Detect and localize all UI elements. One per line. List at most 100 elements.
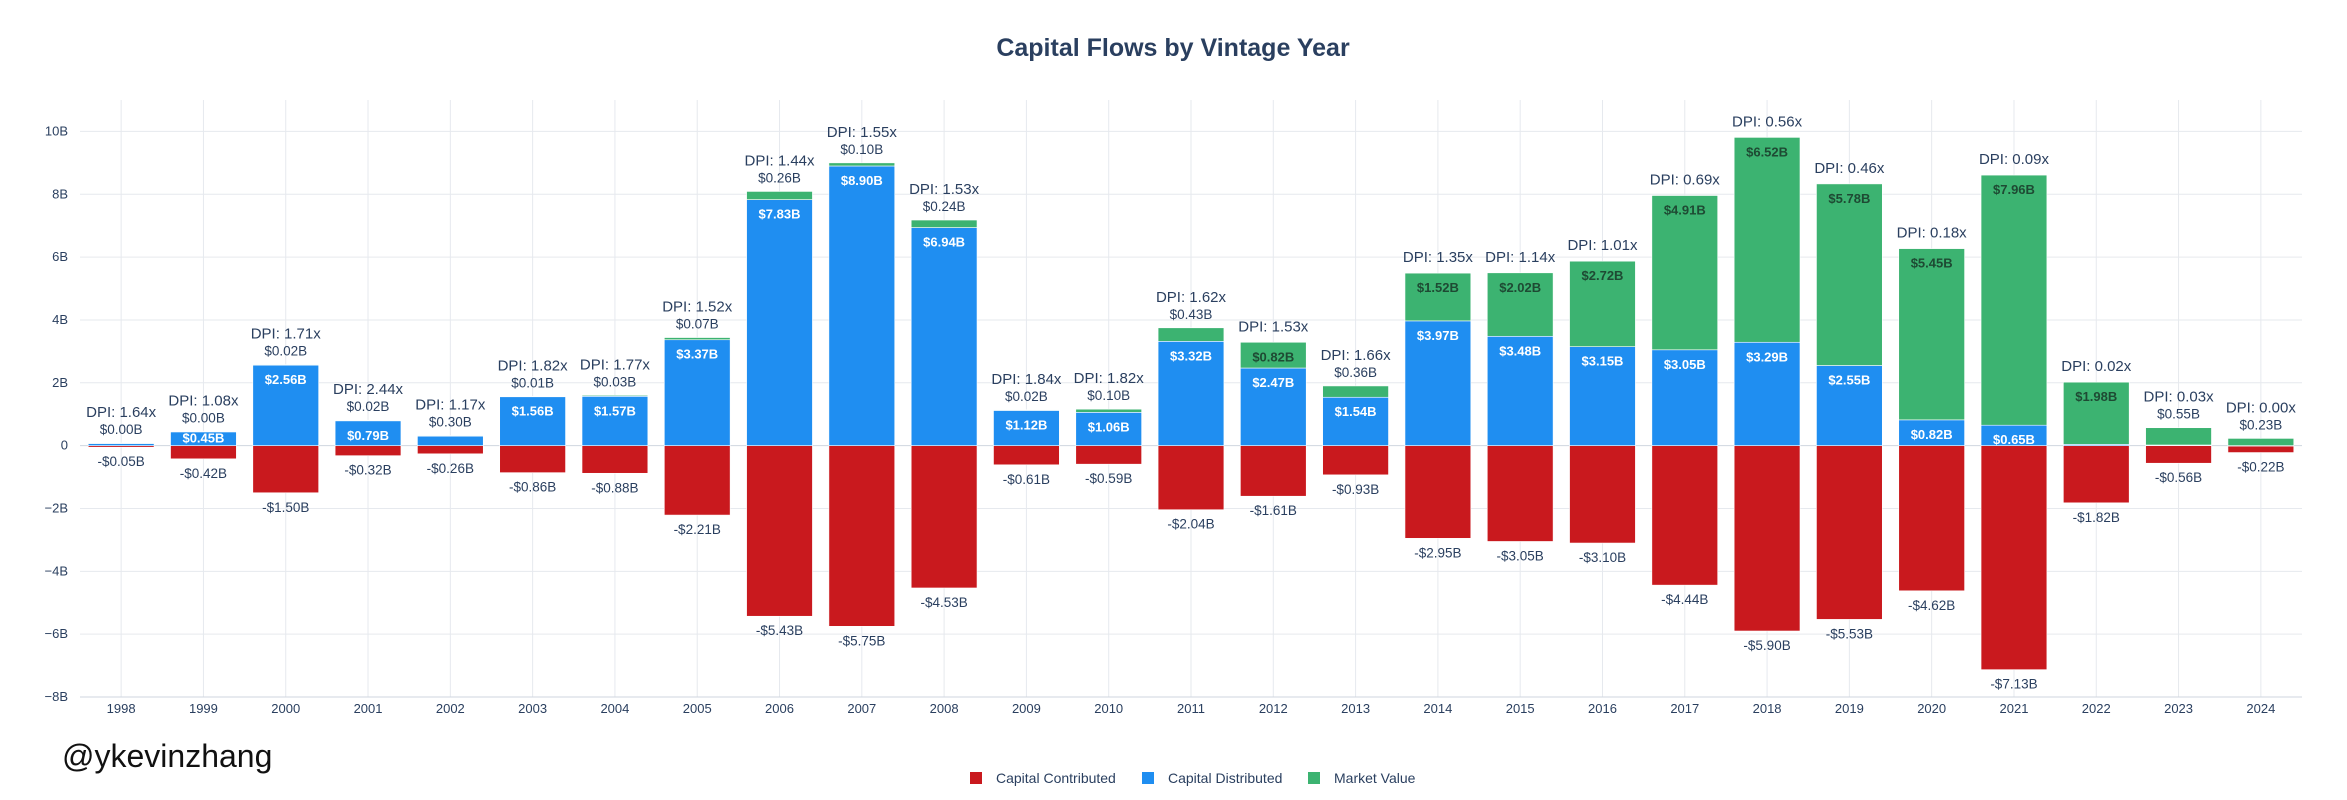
bar-label-contributed: -$0.05B — [97, 454, 144, 469]
dpi-label: DPI: 1.71x — [251, 326, 322, 343]
bar-capital-contributed — [1404, 445, 1472, 539]
bar-top-value-label: $0.02B — [347, 399, 390, 414]
bar-capital-contributed — [252, 445, 319, 494]
bar-capital-distributed — [1569, 346, 1636, 446]
bar-market-value — [334, 419, 402, 422]
x-tick-label: 2005 — [683, 701, 712, 716]
bar-top-value-label: $0.00B — [182, 410, 225, 425]
bar-label-distributed: $7.83B — [759, 207, 801, 222]
bar-capital-contributed — [1240, 445, 1307, 497]
bar-top-value-label: $0.07B — [676, 317, 719, 332]
bar-label-market-value: $1.98B — [2075, 389, 2117, 404]
bar-capital-distributed — [1733, 341, 1801, 446]
bar-label-contributed: -$2.95B — [1414, 545, 1461, 560]
x-tick-label: 2003 — [518, 701, 547, 716]
bar-label-distributed: $1.57B — [594, 403, 636, 418]
dpi-label: DPI: 1.82x — [498, 357, 569, 374]
bar-market-value — [1404, 272, 1472, 322]
bar-market-value — [170, 431, 237, 433]
bar-capital-contributed — [334, 445, 402, 456]
bar-market-value — [664, 337, 731, 341]
bar-label-contributed: -$0.26B — [427, 461, 474, 476]
x-tick-label: 2018 — [1753, 701, 1782, 716]
bar-capital-contributed — [1486, 445, 1554, 542]
bar-label-contributed: -$4.62B — [1908, 598, 1955, 613]
bar-capital-distributed — [1157, 341, 1225, 446]
bar-market-value — [1075, 408, 1142, 413]
bar-label-distributed: $3.29B — [1746, 349, 1788, 364]
y-tick-label: 4B — [52, 312, 68, 327]
bar-capital-distributed — [1240, 367, 1307, 446]
bar-market-value — [746, 191, 813, 200]
bar-capital-contributed — [1075, 445, 1142, 465]
bars-layer — [87, 137, 2295, 670]
dpi-label: DPI: 0.00x — [2226, 399, 2297, 416]
x-tick-label: 2022 — [2082, 701, 2111, 716]
bar-label-contributed: -$0.42B — [180, 466, 227, 481]
bar-top-value-label: $0.55B — [2157, 407, 2200, 422]
bar-market-value — [1816, 183, 1883, 366]
bar-label-distributed: $0.79B — [347, 428, 389, 443]
dpi-label: DPI: 1.53x — [1238, 318, 1309, 335]
x-tick-label: 2000 — [271, 701, 300, 716]
chart-title: Capital Flows by Vintage Year — [996, 34, 1350, 62]
bar-market-value — [1486, 272, 1554, 337]
dpi-label: DPI: 0.02x — [2061, 358, 2132, 375]
bar-capital-distributed — [910, 227, 978, 446]
bar-capital-distributed — [993, 410, 1060, 446]
x-tick-label: 2002 — [436, 701, 465, 716]
bar-capital-distributed — [417, 435, 484, 446]
dpi-label: DPI: 1.62x — [1156, 289, 1227, 306]
bar-label-market-value: $1.52B — [1417, 280, 1459, 295]
bar-market-value — [1980, 174, 2048, 426]
bar-top-value-label: $0.43B — [1170, 307, 1213, 322]
bar-label-market-value: $5.45B — [1911, 256, 1953, 271]
bar-label-market-value: $6.52B — [1746, 144, 1788, 159]
bar-market-value — [828, 162, 896, 167]
dpi-label: DPI: 1.08x — [168, 392, 239, 409]
bar-market-value — [1569, 260, 1636, 347]
legend-item-label: Capital Contributed — [996, 770, 1116, 786]
bar-market-value — [2227, 438, 2295, 446]
bar-market-value — [2063, 381, 2130, 445]
bar-label-distributed: $2.55B — [1828, 373, 1870, 388]
bar-label-distributed: $2.47B — [1252, 375, 1294, 390]
y-tick-label: −2B — [45, 500, 69, 515]
bar-market-value — [910, 219, 978, 228]
bar-capital-contributed — [1816, 445, 1883, 620]
bar-label-contributed: -$0.56B — [2155, 470, 2202, 485]
x-tick-label: 2007 — [847, 701, 876, 716]
bar-market-value — [1651, 195, 1718, 351]
bar-label-contributed: -$3.10B — [1579, 550, 1626, 565]
bar-capital-distributed — [1898, 419, 1965, 446]
x-tick-label: 2009 — [1012, 701, 1041, 716]
dpi-label: DPI: 1.44x — [744, 152, 815, 169]
x-tick-label: 2010 — [1094, 701, 1123, 716]
x-tick-label: 2013 — [1341, 701, 1370, 716]
y-tick-label: −6B — [45, 626, 69, 641]
bar-label-contributed: -$4.53B — [920, 595, 967, 610]
x-tick-label: 2012 — [1259, 701, 1288, 716]
dpi-label: DPI: 1.84x — [991, 371, 1062, 388]
bar-label-distributed: $3.15B — [1582, 354, 1624, 369]
bar-top-value-label: $0.23B — [2239, 417, 2282, 432]
dpi-label: DPI: 0.09x — [1979, 151, 2050, 168]
bar-top-value-label: $0.03B — [594, 374, 637, 389]
bar-label-distributed: $1.06B — [1088, 419, 1130, 434]
bar-top-value-label: $0.10B — [840, 142, 883, 157]
bar-label-market-value: $5.78B — [1828, 191, 1870, 206]
x-tick-label: 2017 — [1670, 701, 1699, 716]
y-tick-label: −4B — [45, 563, 69, 578]
bar-capital-distributed — [1075, 412, 1142, 446]
bar-capital-distributed — [664, 339, 731, 446]
bar-capital-distributed — [334, 420, 402, 446]
bar-label-distributed: $3.37B — [676, 347, 718, 362]
dpi-label: DPI: 1.53x — [909, 181, 980, 198]
legend-item-label: Market Value — [1334, 770, 1416, 786]
bar-label-contributed: -$0.32B — [344, 463, 391, 478]
x-tick-label: 2021 — [2000, 701, 2029, 716]
legend-swatch — [970, 772, 982, 784]
bar-capital-contributed — [910, 445, 978, 589]
bar-capital-contributed — [1157, 445, 1225, 511]
